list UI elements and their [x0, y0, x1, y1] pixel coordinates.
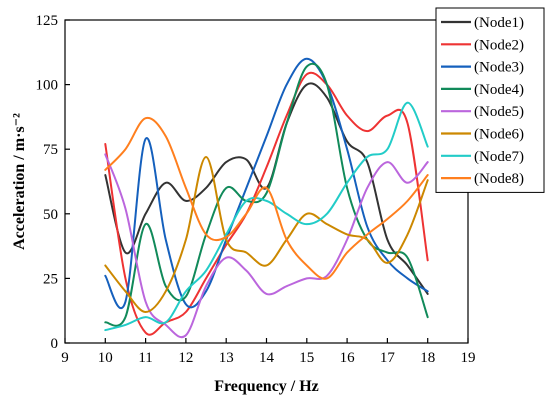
x-tick-label: 12: [178, 350, 193, 366]
plot-area: 9 10 11 12 13 14 15 16 17 18 19 0 25 50 75 100 125: [36, 13, 476, 366]
x-tick-label: 15: [299, 350, 314, 366]
x-tick-label: 13: [219, 350, 234, 366]
legend-item-node1: (Node1): [441, 15, 524, 31]
legend-label: (Node2): [474, 37, 524, 53]
x-tick-label: 16: [340, 350, 356, 366]
series-line-node6: [104, 155, 429, 313]
x-axis-title: Frequency / Hz: [214, 378, 319, 395]
legend: (Node1) (Node2) (Node3) (Node4) (Node5) (Node…: [435, 7, 545, 193]
legend-item-node7: (Node7): [441, 149, 524, 165]
x-tick-label: 18: [420, 350, 435, 366]
series-line-node2: [104, 71, 429, 336]
legend-item-node3: (Node3): [441, 60, 524, 76]
x-tick-label: 17: [380, 350, 396, 366]
legend-item-node4: (Node4): [441, 82, 524, 98]
series-line-node4: [104, 62, 429, 327]
y-tick-label: 25: [43, 271, 58, 287]
y-axis-ticks: 0 25 50 75 100 125: [36, 13, 70, 352]
series-line-node5: [104, 153, 429, 339]
x-axis-ticks: 9 10 11 12 13 14 15 16 17 18 19: [61, 338, 476, 366]
y-axis-title: Acceleration / m·s⁻²: [11, 113, 28, 250]
legend-label: (Node7): [474, 149, 524, 165]
legend-label: (Node5): [474, 104, 524, 120]
x-tick-label: 9: [61, 350, 69, 366]
x-tick-label: 14: [259, 350, 275, 366]
y-tick-label: 100: [36, 78, 59, 94]
y-tick-label: 125: [36, 13, 59, 29]
legend-label: (Node8): [474, 171, 524, 187]
legend-label: (Node1): [474, 15, 524, 31]
legend-item-node5: (Node5): [441, 104, 524, 120]
legend-item-node8: (Node8): [441, 171, 524, 187]
legend-item-node6: (Node6): [441, 127, 524, 143]
legend-box: [435, 7, 545, 193]
series-layer: [104, 57, 429, 339]
series-line-node7: [104, 101, 429, 332]
series-line-node8: [104, 116, 429, 280]
series-line-node3: [104, 57, 429, 310]
y-tick-label: 75: [43, 142, 58, 158]
y-tick-label: 0: [51, 336, 59, 352]
legend-item-node2: (Node2): [441, 37, 524, 53]
legend-label: (Node6): [474, 127, 524, 143]
x-tick-label: 19: [461, 350, 476, 366]
y-tick-label: 50: [43, 207, 58, 223]
legend-label: (Node4): [474, 82, 524, 98]
x-tick-label: 10: [98, 350, 113, 366]
x-tick-label: 11: [138, 350, 152, 366]
legend-label: (Node3): [474, 60, 524, 76]
